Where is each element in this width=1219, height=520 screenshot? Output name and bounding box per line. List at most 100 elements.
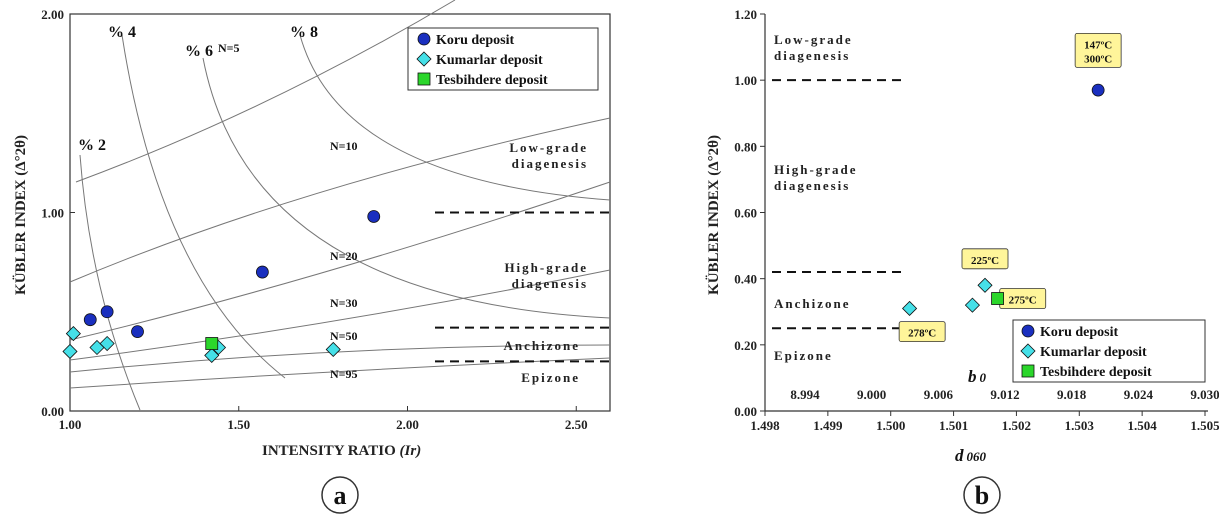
x-tick-label: 1.50 xyxy=(227,417,250,432)
y-tick-label: 2.00 xyxy=(41,7,64,22)
x-tick-label: 1.498 xyxy=(750,418,780,433)
panel-b-label: b xyxy=(975,481,989,510)
pct-label: % 8 xyxy=(290,24,318,41)
panel-b-legend: Koru deposit Kumarlar deposit Tesbihdere… xyxy=(1012,319,1206,383)
zone-low-grade: Low-grade xyxy=(509,140,588,155)
x-tick-label: 1.502 xyxy=(1002,418,1031,433)
data-point xyxy=(977,277,993,293)
panel-a-percent-labels: % 2 % 4 % 6 % 8 xyxy=(78,24,318,154)
data-point xyxy=(99,335,115,352)
data-point xyxy=(62,343,78,360)
panel-b-xlabel: d 060 xyxy=(955,446,987,465)
panel-a-curves xyxy=(69,0,611,411)
data-point xyxy=(83,313,97,327)
temperature-label: 278ºC xyxy=(908,328,936,340)
pct-label: % 4 xyxy=(108,24,136,41)
zone-anchizone: Anchizone xyxy=(774,296,851,311)
data-point xyxy=(991,292,1004,305)
x2-tick-label: 8.994 xyxy=(790,387,820,402)
legend-tesbihdere: Tesbihdere deposit xyxy=(436,73,548,88)
legend-marker-diamond xyxy=(416,51,432,67)
x-tick-label: 1.501 xyxy=(939,418,968,433)
legend-marker-diamond xyxy=(1020,343,1036,359)
n-label: N=10 xyxy=(330,139,358,153)
panel-b-label-circle xyxy=(963,476,1001,514)
x2label-text: b xyxy=(968,367,977,386)
data-point xyxy=(205,337,219,350)
temperature-label: 275ºC xyxy=(1009,295,1037,307)
curve-n5 xyxy=(75,0,456,183)
x-tick-label: 1.503 xyxy=(1065,418,1095,433)
curve-n30 xyxy=(69,269,611,361)
y-tick-label: 0.80 xyxy=(734,139,757,154)
x-tick-label: 1.00 xyxy=(59,417,82,432)
legend-marker-square xyxy=(1021,364,1035,378)
n-label: N=95 xyxy=(330,367,358,381)
data-point xyxy=(131,325,144,339)
zone-low-grade: Low-grade xyxy=(774,32,853,47)
temperature-callout xyxy=(1074,32,1122,68)
y-tick-label: 1.00 xyxy=(41,206,64,221)
data-point xyxy=(367,210,381,223)
panel-a-ticks: 1.00 1.50 2.00 2.500.001.002.00 xyxy=(41,7,587,432)
legend-marker-circle xyxy=(417,32,431,46)
panel-b-ticks: 1.498 1.499 1.500 1.501 1.502 1.503 1.504 1.505… xyxy=(734,7,1219,433)
legend-marker-circle xyxy=(1021,324,1035,338)
data-point xyxy=(1091,83,1105,97)
zone-high-grade-line2: diagenesis xyxy=(774,178,850,193)
panel-a-zone-labels: Low-grade diagenesis High-grade diagenes… xyxy=(504,140,588,385)
x-tick-label: 1.504 xyxy=(1128,418,1158,433)
n-label: N=5 xyxy=(218,41,240,55)
curve-n10 xyxy=(69,117,611,283)
panel-b-boundaries xyxy=(772,79,905,330)
zone-epizone: Epizone xyxy=(774,348,833,363)
data-point xyxy=(100,305,114,319)
panel-a-chart: N=5 N=10 N=20 N=30 N=50 N=95 % 2 % 4 % 6… xyxy=(12,0,611,514)
panel-a-legend: Koru deposit Kumarlar deposit Tesbihdere… xyxy=(407,27,599,91)
data-point xyxy=(255,265,269,279)
legend-marker-square xyxy=(417,72,431,86)
y-tick-label: 1.20 xyxy=(734,7,757,22)
curve-n20 xyxy=(69,181,611,341)
panel-a-points xyxy=(62,210,381,363)
data-point xyxy=(902,300,918,317)
x-tick-label: 1.505 xyxy=(1190,418,1219,433)
temperature-label: 147ºC xyxy=(1084,39,1112,51)
curve-pct6 xyxy=(202,57,611,319)
x2-tick-label: 9.012 xyxy=(990,387,1019,402)
x2-tick-label: 9.006 xyxy=(924,387,954,402)
curve-pct4 xyxy=(121,34,286,379)
y-tick-label: 0.00 xyxy=(41,404,64,419)
zone-low-grade-line2: diagenesis xyxy=(774,48,850,63)
temperature-label: 225ºC xyxy=(971,255,999,267)
panel-a-xlabel: INTENSITY RATIO (Ir) xyxy=(262,443,421,459)
legend-koru: Koru deposit xyxy=(1040,325,1119,340)
panel-b-zone-labels: Low-grade diagenesis High-grade diagenes… xyxy=(774,32,856,363)
temperature-callout xyxy=(898,321,946,343)
panel-a-ylabel: KÜBLER INDEX (Δ°2θ) xyxy=(12,135,29,295)
curve-n50 xyxy=(69,344,611,373)
legend-box xyxy=(407,27,599,91)
temperature-label: 300ºC xyxy=(1084,53,1112,65)
panel-b-chart: Low-grade diagenesis High-grade diagenes… xyxy=(705,7,1219,514)
pct-label: % 2 xyxy=(78,137,106,154)
curve-pct8 xyxy=(299,34,611,201)
x2-tick-label: 9.000 xyxy=(857,387,886,402)
zone-high-grade-line2: diagenesis xyxy=(512,276,588,291)
panel-a-label: a xyxy=(334,481,347,510)
legend-box xyxy=(1012,319,1206,383)
xlabel-text: d xyxy=(955,446,964,465)
curve-n95 xyxy=(69,357,611,389)
panel-a-n-labels: N=5 N=10 N=20 N=30 N=50 N=95 xyxy=(218,41,358,381)
data-point xyxy=(964,297,980,313)
legend-kumarlar: Kumarlar deposit xyxy=(1040,345,1147,360)
curve-pct2 xyxy=(79,154,141,411)
legend-tesbihdere: Tesbihdere deposit xyxy=(1040,365,1152,380)
n-label: N=50 xyxy=(330,329,358,343)
data-point xyxy=(204,347,220,363)
panel-b-points xyxy=(902,83,1105,317)
y-tick-label: 0.00 xyxy=(734,404,757,419)
xlabel-italic: (Ir) xyxy=(400,443,422,459)
legend-kumarlar: Kumarlar deposit xyxy=(436,53,543,68)
